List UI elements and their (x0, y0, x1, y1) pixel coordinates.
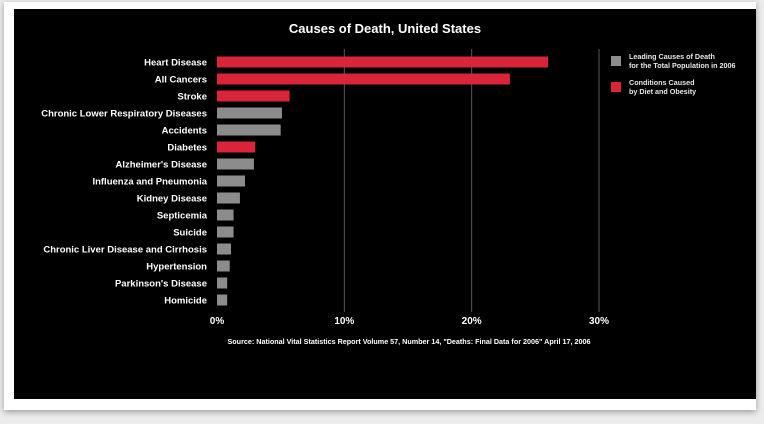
category-label-14: Homicide (164, 296, 207, 307)
category-label-3: Chronic Lower Respiratory Diseases (41, 109, 207, 120)
category-label-1: All Cancers (155, 75, 207, 86)
category-label-10: Suicide (173, 228, 207, 239)
x-tick-label-1: 10% (334, 316, 354, 327)
category-label-12: Hypertension (146, 262, 207, 273)
legend-swatch-diet (611, 82, 621, 92)
x-tick-label-3: 30% (589, 316, 609, 327)
legend-label-diet-line1: Conditions Caused (629, 78, 695, 87)
bar-12 (217, 260, 230, 272)
category-label-4: Accidents (162, 126, 207, 137)
category-label-9: Septicemia (157, 211, 208, 222)
category-label-2: Stroke (177, 92, 207, 103)
image-frame: Causes of Death, United States Heart Dis… (4, 2, 756, 410)
category-label-6: Alzheimer's Disease (115, 160, 207, 171)
bar-13 (217, 277, 228, 289)
bars (217, 56, 549, 306)
bar-9 (217, 209, 234, 221)
legend-swatch-total (611, 56, 621, 66)
bar-8 (217, 192, 240, 204)
bar-6 (217, 158, 254, 170)
category-labels: Heart Disease All Cancers Stroke Chronic Lo… (41, 58, 208, 307)
bar-0 (217, 56, 549, 68)
bar-10 (217, 226, 234, 238)
x-axis-ticks: 0% 10% 20% 30% (210, 316, 609, 327)
bar-3 (217, 107, 282, 119)
bar-14 (217, 294, 228, 306)
legend-label-diet-line2: by Diet and Obesity (629, 87, 696, 96)
chart-title: Causes of Death, United States (289, 21, 481, 36)
x-tick-label-2: 20% (462, 316, 482, 327)
category-label-11: Chronic Liver Disease and Cirrhosis (43, 245, 207, 256)
bar-5 (217, 141, 256, 153)
source-note: Source: National Vital Statistics Report… (228, 337, 591, 346)
bar-11 (217, 243, 232, 255)
bar-1 (217, 73, 510, 85)
bar-chart: Causes of Death, United States Heart Dis… (41, 21, 736, 346)
category-label-5: Diabetes (167, 143, 207, 154)
bar-7 (217, 175, 246, 187)
legend-label-total-line2: for the Total Population in 2006 (629, 61, 736, 70)
bar-4 (217, 124, 281, 136)
legend-label-total-line1: Leading Causes of Death (629, 52, 715, 61)
category-label-8: Kidney Disease (137, 194, 207, 205)
category-label-13: Parkinson's Disease (115, 279, 207, 290)
category-label-0: Heart Disease (144, 58, 207, 69)
bar-2 (217, 90, 290, 102)
chart-panel: Causes of Death, United States Heart Dis… (14, 9, 756, 399)
x-tick-label-0: 0% (210, 316, 225, 327)
grid-lines (343, 49, 600, 312)
category-label-7: Influenza and Pneumonia (92, 177, 207, 188)
